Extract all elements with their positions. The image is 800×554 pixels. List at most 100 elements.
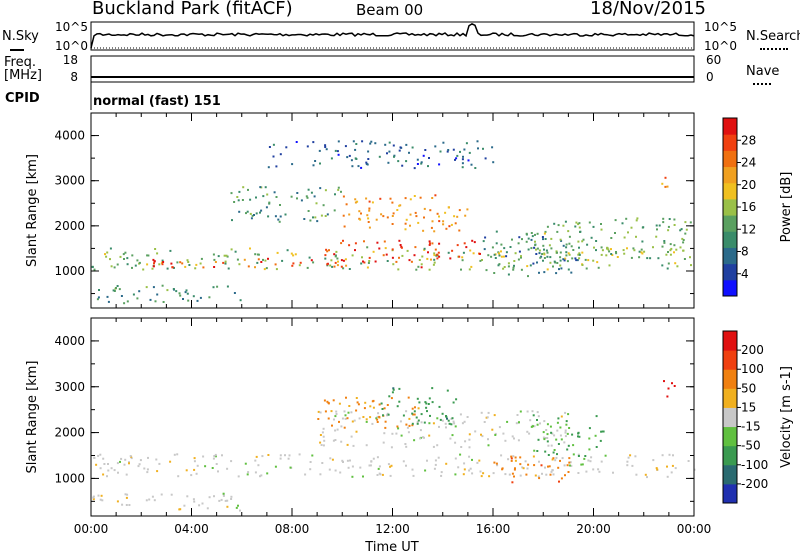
data-point — [143, 467, 146, 470]
data-point — [226, 499, 229, 502]
data-point — [324, 146, 327, 148]
data-point — [260, 209, 263, 212]
data-point — [196, 299, 199, 302]
data-point — [452, 148, 455, 151]
data-point — [538, 460, 540, 463]
data-point — [222, 492, 225, 495]
data-point — [354, 242, 357, 245]
data-point — [574, 225, 577, 228]
data-point — [331, 265, 334, 268]
data-point — [400, 434, 403, 437]
data-point — [405, 445, 408, 448]
data-point — [110, 265, 113, 268]
data-point — [397, 268, 400, 271]
data-point — [184, 291, 187, 294]
data-point — [314, 216, 317, 219]
data-point — [389, 465, 392, 468]
data-point — [627, 231, 629, 234]
data-point — [635, 235, 637, 238]
data-point — [588, 437, 591, 440]
data-point — [655, 467, 658, 470]
data-point — [213, 455, 216, 457]
data-point — [540, 464, 543, 467]
data-point — [560, 267, 563, 270]
colorbar-label: Power [dB] — [779, 172, 794, 243]
data-point — [415, 416, 418, 419]
data-point — [582, 238, 585, 241]
data-point — [162, 261, 165, 263]
data-point — [124, 493, 127, 496]
velocity-scatter-region-4 — [493, 455, 571, 484]
data-point — [605, 254, 608, 257]
data-point — [420, 162, 423, 165]
data-point — [330, 410, 333, 413]
data-point — [484, 157, 487, 160]
data-point — [454, 441, 457, 444]
data-point — [564, 431, 567, 434]
data-point — [332, 439, 335, 442]
data-point — [667, 387, 670, 390]
data-point — [480, 475, 483, 478]
data-point — [137, 465, 140, 468]
data-point — [142, 268, 145, 271]
data-point — [521, 466, 524, 469]
data-point — [423, 248, 426, 251]
data-point — [266, 472, 269, 475]
data-point — [357, 403, 360, 406]
data-point — [656, 228, 658, 231]
data-point — [631, 464, 634, 467]
data-point — [642, 226, 645, 229]
data-point — [436, 253, 439, 256]
data-point — [387, 463, 390, 466]
data-point — [536, 261, 538, 264]
data-point — [560, 239, 563, 242]
data-point — [414, 406, 416, 409]
data-point — [372, 406, 375, 409]
data-point — [503, 266, 506, 268]
data-point — [626, 460, 629, 463]
data-point — [383, 432, 386, 435]
colorbar-segment — [723, 198, 737, 216]
data-point — [664, 176, 667, 179]
colorbar-segment — [723, 331, 737, 351]
data-point — [532, 414, 535, 417]
data-point — [335, 250, 338, 253]
data-point — [318, 149, 321, 152]
data-point — [663, 240, 666, 242]
data-point — [408, 151, 410, 154]
data-point — [192, 498, 195, 501]
data-point — [525, 232, 528, 235]
data-point — [106, 251, 109, 254]
data-point — [249, 247, 251, 250]
data-point — [290, 195, 293, 198]
data-point — [529, 264, 532, 267]
data-point — [413, 254, 416, 257]
data-point — [482, 147, 484, 150]
data-point — [438, 425, 440, 428]
colorbar-tick-label: 4 — [741, 267, 749, 281]
colorbar-segment — [723, 407, 737, 428]
data-point — [441, 412, 444, 415]
data-point — [423, 436, 425, 439]
data-point — [502, 255, 505, 258]
data-point — [334, 193, 336, 196]
data-point — [455, 157, 458, 160]
data-point — [537, 475, 540, 478]
data-point — [551, 469, 554, 472]
data-point — [427, 403, 430, 405]
data-point — [230, 495, 233, 498]
data-point — [546, 423, 549, 426]
data-point — [450, 223, 453, 226]
data-point — [324, 257, 327, 260]
data-point — [423, 216, 425, 219]
data-point — [177, 475, 180, 478]
data-point — [566, 260, 569, 263]
data-point — [378, 415, 381, 418]
data-point — [538, 271, 540, 274]
data-point — [577, 455, 580, 457]
data-point — [557, 417, 560, 420]
data-point — [505, 251, 508, 254]
data-point — [386, 260, 389, 262]
data-point — [359, 218, 362, 221]
data-point — [275, 268, 278, 271]
